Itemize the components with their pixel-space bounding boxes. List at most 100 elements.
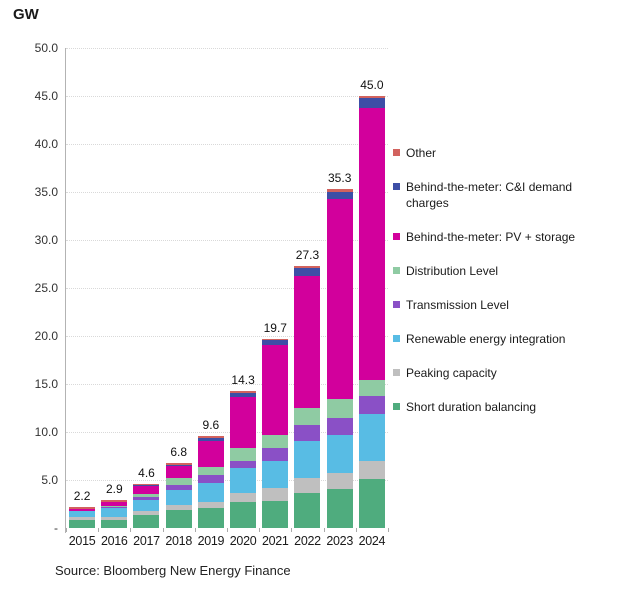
bar-2018 xyxy=(165,462,192,528)
legend-label-peaking-capacity: Peaking capacity xyxy=(406,366,497,380)
total-label-2016: 2.9 xyxy=(105,482,123,497)
y-axis-unit-label: GW xyxy=(13,6,39,23)
x-tick-label-2023: 2023 xyxy=(326,534,353,548)
y-tick-label-5: 5.0 xyxy=(41,473,58,487)
bar-segment-peaking-capacity-2021 xyxy=(262,487,289,502)
bar-slot-2022: 27.3 2022 xyxy=(291,48,323,548)
legend-swatch-btm-ci-demand-charges xyxy=(393,183,400,190)
bar-segment-renewable-energy-integration-2023 xyxy=(326,434,353,474)
bar-segment-short-duration-balancing-2016 xyxy=(101,520,128,528)
legend-swatch-distribution-level xyxy=(393,267,400,274)
legend-item-transmission-level: Transmission Level xyxy=(393,297,593,313)
bar-segment-btm-pv-storage-2018 xyxy=(165,465,192,479)
bar-segment-renewable-energy-integration-2024 xyxy=(358,413,385,461)
bar-segment-renewable-energy-integration-2019 xyxy=(197,482,224,503)
bar-segment-btm-pv-storage-2016 xyxy=(101,502,128,506)
bar-segment-peaking-capacity-2018 xyxy=(165,504,192,510)
x-tick-label-2022: 2022 xyxy=(294,534,321,548)
legend-swatch-peaking-capacity xyxy=(393,369,400,376)
y-tick-label-10: 10.0 xyxy=(34,425,58,439)
bar-segment-peaking-capacity-2017 xyxy=(133,510,160,515)
legend-label-renewable-energy-integration: Renewable energy integration xyxy=(406,332,566,346)
legend-item-short-duration-balancing: Short duration balancing xyxy=(393,399,593,415)
bar-2021 xyxy=(262,338,289,528)
bar-2020 xyxy=(230,390,257,528)
bar-segment-other-2022 xyxy=(294,265,321,268)
bar-slot-2020: 14.3 2020 xyxy=(227,48,259,548)
bar-segment-btm-pv-storage-2015 xyxy=(69,508,96,511)
legend-label-btm-ci-demand-charges: Behind-the-meter: C&I demand charges xyxy=(406,180,573,210)
bar-segment-btm-ci-demand-charges-2020 xyxy=(230,392,257,397)
bar-segment-renewable-energy-integration-2022 xyxy=(294,440,321,479)
bar-segment-other-2016 xyxy=(101,500,128,503)
bar-segment-btm-pv-storage-2019 xyxy=(197,440,224,467)
bar-segment-transmission-level-2019 xyxy=(197,475,224,483)
x-axis-tick xyxy=(194,528,196,532)
total-label-2024: 45.0 xyxy=(360,78,384,92)
bar-segment-distribution-level-2023 xyxy=(326,399,353,418)
bar-segment-distribution-level-2017 xyxy=(133,494,160,498)
bar-segment-renewable-energy-integration-2016 xyxy=(101,507,128,517)
bar-segment-short-duration-balancing-2024 xyxy=(358,479,385,528)
x-axis-tick xyxy=(323,528,325,532)
gridline-15 xyxy=(66,384,388,385)
legend-label-short-duration-balancing: Short duration balancing xyxy=(406,400,537,414)
total-label-2022: 27.3 xyxy=(295,247,320,262)
legend-item-btm-pv-storage: Behind-the-meter: PV + storage xyxy=(393,229,593,245)
gridline-35 xyxy=(66,192,388,193)
bar-segment-transmission-level-2024 xyxy=(358,395,385,414)
bar-segment-short-duration-balancing-2018 xyxy=(165,509,192,528)
bar-segment-peaking-capacity-2020 xyxy=(230,492,257,503)
bar-segment-btm-pv-storage-2017 xyxy=(133,485,160,495)
gridline-20 xyxy=(66,336,388,337)
legend-item-distribution-level: Distribution Level xyxy=(393,263,593,279)
bar-slot-2015: 2.2 2015 xyxy=(66,48,98,548)
x-axis-tick xyxy=(227,528,228,532)
x-tick-label-2024: 2024 xyxy=(358,534,386,548)
bar-segment-btm-ci-demand-charges-2021 xyxy=(262,339,289,345)
bar-segment-btm-ci-demand-charges-2017 xyxy=(133,484,160,486)
legend: Other Behind-the-meter: C&I demand charge… xyxy=(393,145,593,433)
bar-segment-transmission-level-2023 xyxy=(326,417,353,435)
bar-segment-other-2018 xyxy=(165,462,192,465)
bar-segment-distribution-level-2016 xyxy=(101,505,128,507)
y-tick-label-45: 45.0 xyxy=(34,89,58,103)
bar-2023 xyxy=(326,189,353,528)
bar-segment-other-2020 xyxy=(230,390,257,393)
x-axis-tick xyxy=(162,528,164,532)
bar-segment-renewable-energy-integration-2015 xyxy=(69,510,96,517)
y-tick-label-35: 35.0 xyxy=(34,185,58,199)
bar-slot-2024: 45.0 2024 xyxy=(356,48,388,548)
gridline-50 xyxy=(66,48,388,49)
bar-segment-peaking-capacity-2024 xyxy=(358,460,385,480)
total-label-2018: 6.8 xyxy=(170,444,188,459)
legend-item-peaking-capacity: Peaking capacity xyxy=(393,365,593,381)
bar-segment-short-duration-balancing-2015 xyxy=(69,520,96,528)
bar-segment-distribution-level-2024 xyxy=(358,380,385,396)
bar-segment-peaking-capacity-2015 xyxy=(69,516,96,521)
bar-slot-2018: 6.8 2018 xyxy=(163,48,195,548)
source-caption: Source: Bloomberg New Energy Finance xyxy=(55,563,291,578)
total-label-2019: 9.6 xyxy=(202,417,220,432)
bar-2015 xyxy=(69,506,96,528)
bar-segment-short-duration-balancing-2019 xyxy=(197,507,224,528)
x-tick-label-2018: 2018 xyxy=(165,534,192,548)
bar-segment-peaking-capacity-2019 xyxy=(197,502,224,508)
legend-swatch-transmission-level xyxy=(393,301,400,308)
bar-segment-btm-ci-demand-charges-2023 xyxy=(326,192,353,199)
bar-segment-other-2019 xyxy=(197,435,224,438)
legend-label-distribution-level: Distribution Level xyxy=(406,264,499,278)
x-tick-label-2020: 2020 xyxy=(229,534,257,548)
bar-segment-short-duration-balancing-2021 xyxy=(262,501,289,528)
bar-slot-2023: 35.3 2023 xyxy=(324,48,356,548)
x-tick-label-2019: 2019 xyxy=(197,534,225,548)
bar-slot-2019: 9.6 2019 xyxy=(195,48,227,548)
bar-segment-distribution-level-2021 xyxy=(262,434,289,449)
legend-item-other: Other xyxy=(393,145,593,161)
x-axis-tick xyxy=(259,528,261,532)
total-label-2017: 4.6 xyxy=(138,465,155,480)
bar-segment-short-duration-balancing-2022 xyxy=(294,493,321,528)
total-label-2015: 2.2 xyxy=(73,488,91,503)
y-tick-label-40: 40.0 xyxy=(34,137,58,151)
